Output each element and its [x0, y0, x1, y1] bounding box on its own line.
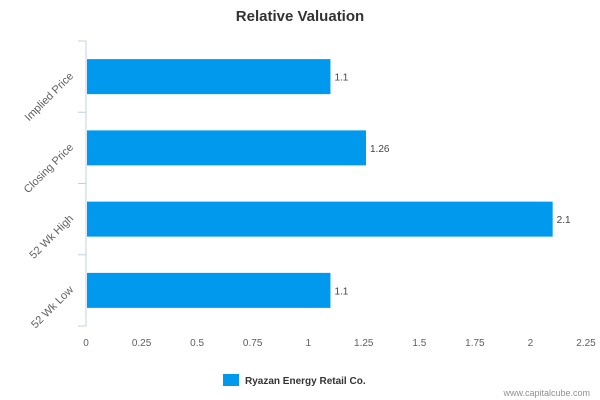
category-axis: [78, 40, 87, 327]
chart-title: Relative Valuation: [236, 8, 364, 25]
value-axis-labels: 0 0.25 0.5 0.75 1 1.25 1.5 1.75 2 2.25: [83, 338, 596, 349]
category-label: 52 Wk Low: [29, 284, 76, 331]
value-tick-label: 0.5: [190, 338, 204, 349]
category-label: 52 Wk High: [27, 213, 76, 262]
bar: [87, 59, 331, 95]
value-tick-label: 1: [305, 338, 311, 349]
value-tick-label: 1.75: [465, 338, 485, 349]
data-label: 2.1: [557, 215, 571, 226]
value-tick-label: 1.25: [354, 338, 374, 349]
legend-label: Ryazan Energy Retail Co.: [245, 376, 366, 387]
data-label: 1.26: [370, 144, 390, 155]
bar: [87, 201, 553, 237]
bar: [87, 272, 331, 308]
bar: [87, 130, 366, 166]
credit-text: www.capitalcube.com: [502, 388, 590, 398]
value-tick-label: 1.5: [412, 338, 426, 349]
category-label: Implied Price: [23, 70, 76, 123]
data-label: 1.1: [334, 73, 348, 84]
value-tick-label: 0.75: [243, 338, 263, 349]
bar-series: 1.1 1.26 2.1 1.1: [87, 59, 571, 308]
legend: Ryazan Energy Retail Co.: [223, 374, 366, 387]
data-label: 1.1: [334, 286, 348, 297]
category-labels: Implied Price Closing Price 52 Wk High 52 W…: [22, 70, 76, 331]
category-label: Closing Price: [22, 142, 76, 196]
value-tick-label: 2: [528, 338, 534, 349]
value-tick-label: 2.25: [576, 338, 596, 349]
value-tick-label: 0: [83, 338, 89, 349]
legend-swatch: [223, 374, 239, 386]
value-tick-label: 0.25: [132, 338, 152, 349]
